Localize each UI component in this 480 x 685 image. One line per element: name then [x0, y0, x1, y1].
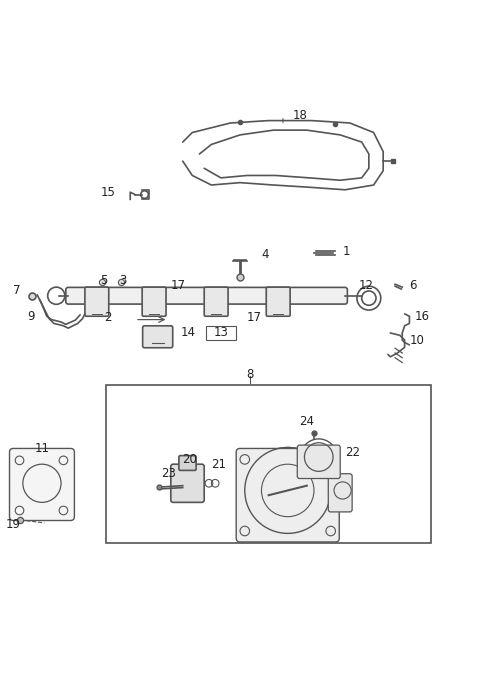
Text: 3: 3	[120, 274, 127, 287]
FancyBboxPatch shape	[66, 288, 348, 304]
FancyBboxPatch shape	[171, 464, 204, 502]
Text: 17: 17	[247, 311, 262, 324]
Text: 5: 5	[100, 274, 108, 287]
Text: 19: 19	[6, 519, 21, 532]
Bar	[107, 386, 431, 543]
FancyBboxPatch shape	[10, 449, 74, 521]
Text: 2: 2	[104, 311, 111, 324]
Text: 4: 4	[262, 248, 269, 261]
Text: 12: 12	[359, 279, 374, 292]
Text: 16: 16	[414, 310, 429, 323]
Text: 23: 23	[161, 467, 176, 480]
FancyBboxPatch shape	[85, 287, 109, 316]
Text: 9: 9	[27, 310, 35, 323]
FancyBboxPatch shape	[179, 456, 196, 471]
Text: 6: 6	[409, 279, 417, 292]
FancyBboxPatch shape	[266, 287, 290, 316]
Text: 1: 1	[343, 245, 350, 258]
FancyBboxPatch shape	[236, 449, 339, 542]
Text: 18: 18	[292, 110, 307, 123]
Text: 13: 13	[214, 327, 228, 340]
Text: 17: 17	[170, 279, 185, 292]
Text: 24: 24	[300, 415, 314, 428]
FancyBboxPatch shape	[328, 474, 352, 512]
Text: 22: 22	[345, 446, 360, 459]
Text: 8: 8	[246, 368, 253, 381]
Text: 15: 15	[101, 186, 116, 199]
Text: 20: 20	[182, 453, 197, 466]
FancyBboxPatch shape	[297, 445, 340, 479]
FancyBboxPatch shape	[143, 326, 173, 348]
FancyBboxPatch shape	[204, 287, 228, 316]
Text: 7: 7	[13, 284, 21, 297]
Text: 21: 21	[211, 458, 226, 471]
Text: 14: 14	[180, 327, 195, 340]
Text: 11: 11	[35, 442, 49, 455]
FancyBboxPatch shape	[142, 287, 166, 316]
Text: 10: 10	[409, 334, 424, 347]
